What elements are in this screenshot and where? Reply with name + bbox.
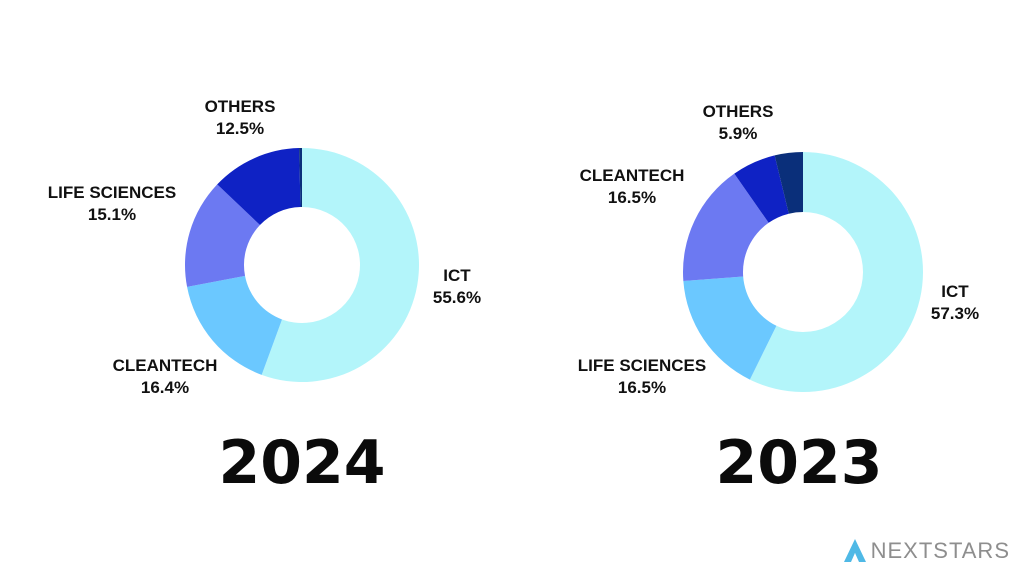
slice-category: OTHERS: [205, 97, 276, 116]
brand-name: NEXTSTARS: [870, 538, 1010, 563]
slice-cleantech: [683, 173, 769, 282]
slice-category: CLEANTECH: [113, 356, 218, 375]
slice-category: LIFE SCIENCES: [48, 183, 176, 202]
slice-category: ICT: [941, 282, 969, 301]
slice-category: CLEANTECH: [580, 166, 685, 185]
slice-label-life-sciences: LIFE SCIENCES 16.5%: [578, 356, 706, 397]
slice-percent: 16.4%: [141, 378, 189, 397]
slice-life-sciences: [185, 184, 260, 287]
slice-percent: 15.1%: [88, 205, 136, 224]
slice-percent: 12.5%: [216, 119, 264, 138]
slice-label-ict: ICT 55.6%: [433, 266, 481, 307]
slice-unlabeled: [299, 148, 302, 208]
slice-label-others: OTHERS 12.5%: [205, 97, 276, 138]
slice-percent: 16.5%: [618, 378, 666, 397]
slice-unlabeled: [774, 152, 803, 214]
slice-label-life-sciences: LIFE SCIENCES 15.1%: [48, 183, 176, 224]
donut-chart-2023: ICT 57.3% LIFE SCIENCES 16.5% CLEANTECH 16.5%…: [578, 102, 979, 498]
slice-label-cleantech: CLEANTECH 16.4%: [113, 356, 218, 397]
nextstars-logo: NEXTSTARS: [843, 538, 1010, 564]
slice-category: LIFE SCIENCES: [578, 356, 706, 375]
slice-others: [734, 155, 789, 223]
slice-category: ICT: [443, 266, 471, 285]
year-title: 2023: [716, 428, 883, 498]
slice-category: OTHERS: [703, 102, 774, 121]
slice-others: [217, 148, 301, 226]
slice-percent: 16.5%: [608, 188, 656, 207]
slice-label-cleantech: CLEANTECH 16.5%: [580, 166, 685, 207]
donut-chart-2024: ICT 55.6% CLEANTECH 16.4% LIFE SCIENCES 15.1%…: [48, 97, 481, 498]
slice-label-ict: ICT 57.3%: [931, 282, 979, 323]
slice-ict: [749, 152, 924, 392]
slice-percent: 55.6%: [433, 288, 481, 307]
slice-percent: 57.3%: [931, 304, 979, 323]
slice-life-sciences: [683, 276, 777, 380]
slice-label-others: OTHERS 5.9%: [703, 102, 774, 143]
nextstars-logo-icon: [843, 539, 866, 562]
slice-ict: [261, 148, 420, 382]
year-title: 2024: [219, 428, 386, 498]
slice-percent: 5.9%: [719, 124, 758, 143]
slice-cleantech: [187, 275, 283, 375]
